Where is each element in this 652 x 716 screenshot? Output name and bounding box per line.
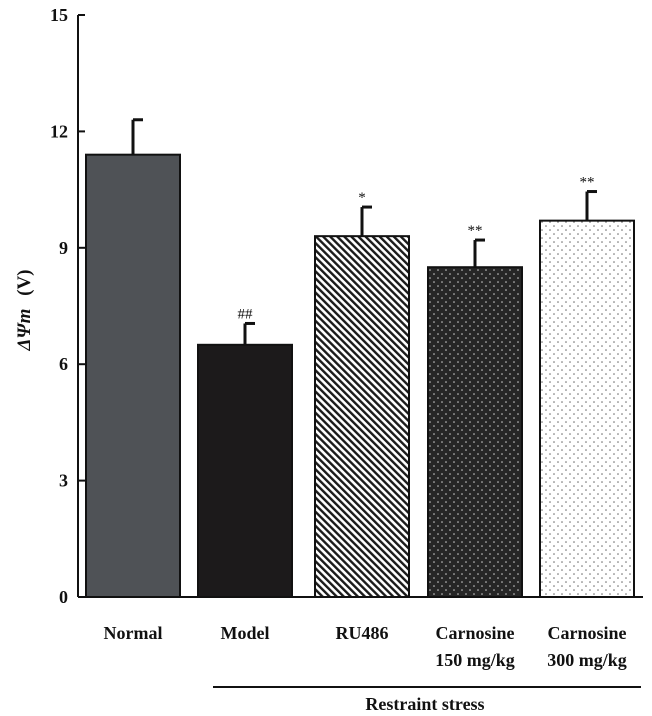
category-sublabel-4: 300 mg/kg: [547, 650, 627, 670]
y-tick-label-0: 0: [59, 587, 68, 607]
bar-1: [197, 343, 293, 598]
y-tick-label-3: 9: [59, 238, 68, 258]
significance-mark-4: **: [580, 175, 595, 191]
y-axis-unit: (V): [14, 269, 35, 295]
category-label-2: RU486: [336, 623, 389, 643]
y-axis-title: ΔΨm (V): [14, 269, 35, 351]
significance-mark-2: *: [358, 190, 366, 206]
y-tick-label-4: 12: [50, 121, 68, 141]
y-axis: 0 3 6 9 12 15: [50, 5, 643, 607]
bars-layer: [85, 153, 635, 598]
bar-4: [539, 219, 635, 598]
error-bars-layer: [131, 118, 597, 345]
category-label-4: Carnosine: [547, 623, 626, 643]
category-sublabel-3: 150 mg/kg: [435, 650, 515, 670]
category-labels: Normal ## Model * RU486 ** Carnosine 150 mg/kg *…: [104, 175, 627, 670]
category-label-3: Carnosine: [435, 623, 514, 643]
y-tick-label-1: 3: [59, 471, 68, 491]
bar-0: [85, 153, 181, 598]
category-label-1: Model: [221, 623, 270, 643]
significance-mark-1: ##: [238, 306, 254, 322]
y-axis-symbol: ΔΨm: [14, 309, 35, 352]
y-tick-label-5: 15: [50, 5, 68, 25]
bar-2: [314, 235, 410, 598]
category-label-0: Normal: [104, 623, 163, 643]
y-tick-label-2: 6: [59, 354, 68, 374]
bar-3: [427, 266, 523, 598]
significance-mark-3: **: [468, 223, 483, 239]
group-label: Restraint stress: [365, 694, 484, 714]
